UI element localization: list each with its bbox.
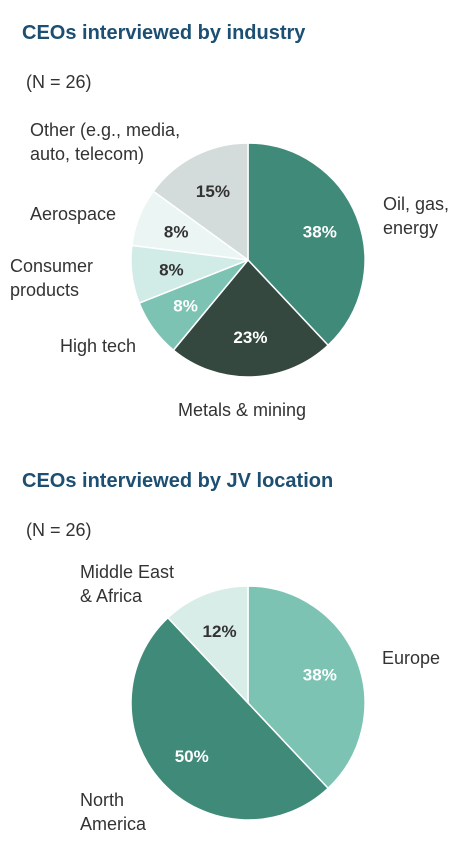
industry-slice-0-percent-label: 38% [303, 223, 337, 242]
industry-slice-1 [172, 258, 330, 378]
industry-label-high-tech: High tech [60, 336, 137, 356]
chart1-title: CEOs interviewed by industry [22, 22, 306, 44]
chart1-sample-size: (N = 26) [26, 72, 92, 92]
location-slice-0 [247, 585, 366, 790]
chart2-title: CEOs interviewed by JV location [22, 470, 334, 492]
location-slice-0-percent-label: 38% [303, 666, 337, 685]
industry-label-oil-gas-energy: Oil, gas, energy [383, 194, 450, 238]
industry-slice-0 [247, 142, 366, 347]
industry-label-aerospace: Aerospace [30, 204, 117, 224]
location-slice-2 [166, 585, 249, 705]
industry-slice-1-percent-label: 23% [233, 328, 267, 347]
location-slice-1 [130, 616, 330, 821]
location-slice-1-percent-label: 50% [175, 747, 209, 766]
industry-slice-5 [152, 142, 249, 262]
industry-slice-5-percent-label: 15% [196, 182, 230, 201]
location-slice-2-percent-label: 12% [203, 622, 237, 641]
chart2-sample-size: (N = 26) [26, 520, 92, 540]
jv-location-pie-chart: 38% 50% 12% [130, 585, 366, 821]
industry-pie-chart: 38% 23% 8% 8% 8% 15% [130, 142, 366, 378]
industry-label-metals-mining: Metals & mining [178, 400, 307, 420]
location-label-north-america: North America [80, 790, 147, 834]
industry-label-other: Other (e.g., media, auto, telecom) [30, 120, 181, 164]
location-label-europe: Europe [382, 648, 441, 668]
industry-slice-2-percent-label: 8% [173, 296, 198, 315]
industry-label-consumer-products: Consumer products [10, 256, 94, 300]
industry-slice-3-percent-label: 8% [159, 261, 184, 280]
industry-slice-4-percent-label: 8% [164, 223, 189, 242]
location-label-middle-east-africa: Middle East & Africa [80, 562, 175, 606]
